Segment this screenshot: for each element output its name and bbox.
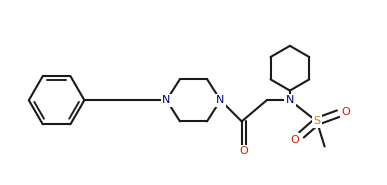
Text: O: O [341,107,350,117]
Text: S: S [313,116,320,126]
Text: O: O [290,134,299,144]
Text: N: N [162,95,171,105]
Text: N: N [286,95,294,105]
Text: N: N [216,95,225,105]
Text: O: O [239,147,248,157]
